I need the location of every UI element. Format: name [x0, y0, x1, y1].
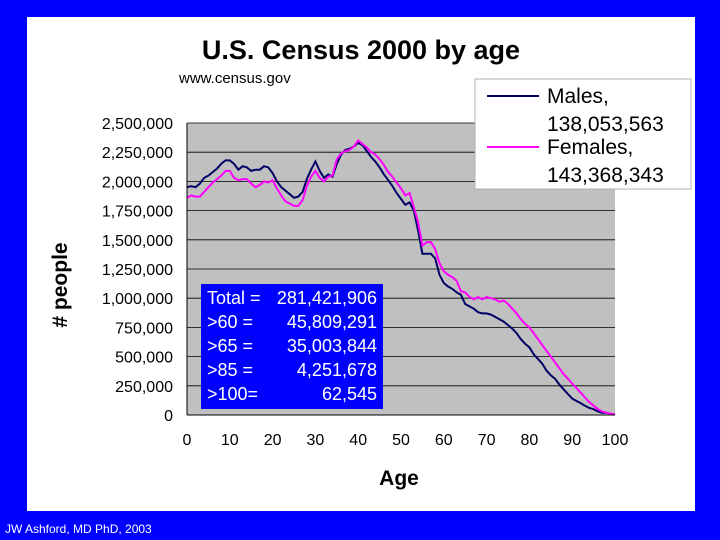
legend-total-males: 138,053,563 — [547, 113, 664, 136]
x-tick-label: 20 — [264, 432, 282, 449]
y-tick-label: 500,000 — [115, 350, 173, 367]
x-axis-label: Age — [379, 467, 419, 490]
stats-value: 62,545 — [322, 384, 377, 404]
stats-label: >100= — [207, 384, 258, 404]
x-tick-label: 10 — [221, 432, 239, 449]
x-tick-label: 90 — [563, 432, 581, 449]
stats-label: Total = — [207, 288, 261, 308]
stats-label: >85 = — [207, 360, 253, 380]
y-tick-label: 1,250,000 — [102, 262, 173, 279]
chart-source: www.census.gov — [178, 70, 291, 87]
x-tick-label: 0 — [183, 432, 192, 449]
stats-box-bg — [201, 284, 383, 409]
series-lines — [186, 139, 616, 416]
legend-label-females: Females, — [547, 136, 633, 159]
stats-box: Total = 281,421,906 >60 = 45,809,291 >65 = 35… — [201, 284, 383, 409]
y-tick-label: 0 — [164, 408, 173, 425]
x-tick-label: 60 — [435, 432, 453, 449]
x-tick-label: 100 — [602, 432, 629, 449]
y-tick-label: 750,000 — [115, 320, 173, 337]
chart-title: U.S. Census 2000 by age — [202, 35, 520, 65]
y-tick-label: 1,750,000 — [102, 204, 173, 221]
x-tick-label: 50 — [392, 432, 410, 449]
stats-label: >65 = — [207, 336, 253, 356]
x-tick-label: 70 — [478, 432, 496, 449]
legend-label-males: Males, — [547, 85, 609, 108]
y-tick-label: 2,250,000 — [102, 145, 173, 162]
y-tick-label: 250,000 — [115, 379, 173, 396]
chart: U.S. Census 2000 by age www.census.gov 0… — [49, 35, 692, 490]
stats-value: 281,421,906 — [277, 288, 377, 308]
author-credit: JW Ashford, MD PhD, 2003 — [5, 522, 152, 536]
x-tick-label: 40 — [349, 432, 367, 449]
legend-box — [474, 78, 692, 190]
stats-value: 35,003,844 — [287, 336, 377, 356]
y-tick-labels: 0 250,000 500,000 750,000 1,000,000 1,250,000… — [102, 116, 173, 425]
legend: Males, 138,053,563 Females, 143,368,343 — [474, 78, 692, 190]
y-tick-label: 1,000,000 — [102, 291, 173, 308]
x-tick-label: 30 — [307, 432, 325, 449]
series-line-males — [186, 141, 616, 416]
stats-label: >60 = — [207, 312, 253, 332]
stats-value: 45,809,291 — [287, 312, 377, 332]
x-tick-label: 80 — [521, 432, 539, 449]
stats-value: 4,251,678 — [297, 360, 377, 380]
slide-panel: U.S. Census 2000 by age www.census.gov 0… — [27, 17, 695, 511]
y-tick-label: 2,000,000 — [102, 174, 173, 191]
y-tick-label: 1,500,000 — [102, 233, 173, 250]
y-axis-label: # people — [49, 242, 72, 327]
legend-total-females: 143,368,343 — [547, 164, 664, 187]
y-tick-label: 2,500,000 — [102, 116, 173, 133]
series-line-females — [186, 139, 616, 416]
x-tick-labels: 0 10 20 30 40 50 60 70 80 90 100 — [183, 432, 629, 449]
